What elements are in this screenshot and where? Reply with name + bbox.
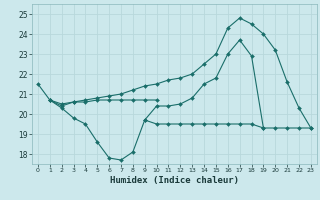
X-axis label: Humidex (Indice chaleur): Humidex (Indice chaleur) (110, 176, 239, 185)
